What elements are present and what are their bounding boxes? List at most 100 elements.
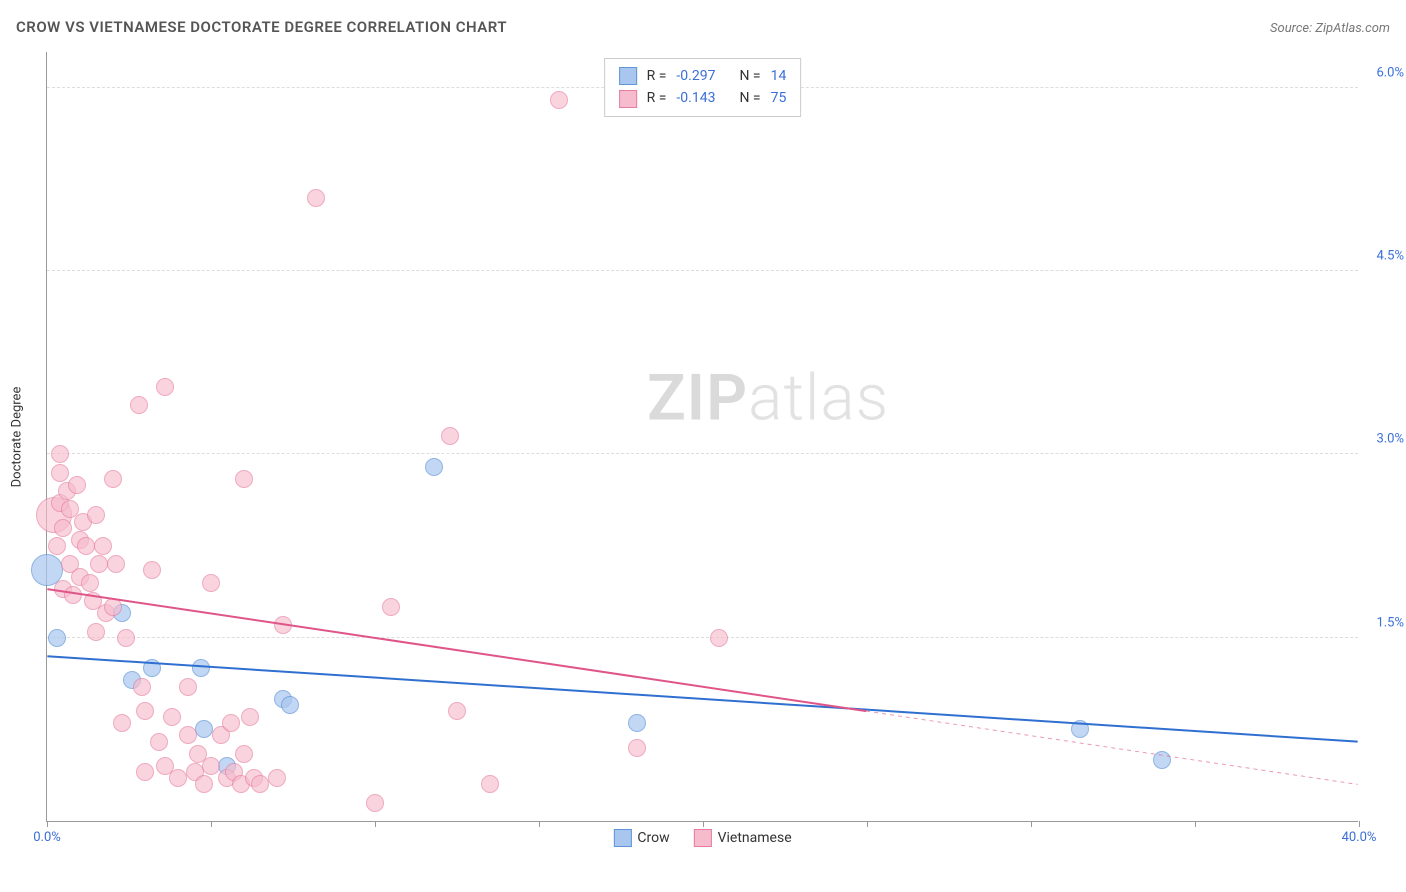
data-point [143, 659, 161, 677]
data-point [143, 561, 161, 579]
legend-item: Vietnamese [694, 829, 792, 847]
data-point [628, 714, 646, 732]
data-point [51, 445, 69, 463]
x-tick [1195, 821, 1196, 827]
data-point [222, 714, 240, 732]
data-point [235, 745, 253, 763]
data-point [710, 629, 728, 647]
data-point [51, 464, 69, 482]
data-point [1071, 720, 1089, 738]
chart-header: CROW VS VIETNAMESE DOCTORATE DEGREE CORR… [16, 18, 1390, 36]
data-point [202, 757, 220, 775]
data-point [1153, 751, 1171, 769]
data-point [268, 769, 286, 787]
data-point [77, 537, 95, 555]
legend-r-label: R = [647, 65, 667, 87]
x-tick [703, 821, 704, 827]
data-point [235, 470, 253, 488]
watermark-light: atlas [748, 361, 889, 436]
legend-row: R = -0.297 N = 14 [619, 65, 787, 87]
x-tick-label: 0.0% [33, 830, 61, 845]
y-tick-label: 3.0% [1360, 432, 1404, 447]
chart-plot-area: Doctorate Degree ZIPatlas 1.5%3.0%4.5%6.… [46, 52, 1358, 822]
x-tick [47, 821, 48, 827]
data-point [87, 623, 105, 641]
correlation-legend: R = -0.297N = 14R = -0.143N = 75 [604, 58, 802, 117]
legend-swatch [619, 90, 637, 108]
data-point [382, 598, 400, 616]
data-point [251, 775, 269, 793]
y-axis-title: Doctorate Degree [10, 386, 25, 487]
legend-r-value: -0.143 [676, 87, 715, 109]
data-point [136, 702, 154, 720]
data-point [441, 427, 459, 445]
data-point [48, 629, 66, 647]
legend-n-value: 14 [771, 65, 787, 87]
x-tick [375, 821, 376, 827]
legend-r-label: R = [647, 87, 667, 109]
gridline [47, 453, 1358, 454]
data-point [179, 726, 197, 744]
data-point [274, 616, 292, 634]
data-point [68, 476, 86, 494]
data-point [104, 598, 122, 616]
chart-title: CROW VS VIETNAMESE DOCTORATE DEGREE CORR… [16, 18, 507, 36]
legend-swatch [619, 67, 637, 85]
legend-item: Crow [613, 829, 669, 847]
data-point [192, 659, 210, 677]
data-point [179, 678, 197, 696]
data-point [481, 775, 499, 793]
gridline [47, 270, 1358, 271]
data-point [117, 629, 135, 647]
data-point [150, 733, 168, 751]
data-point [195, 720, 213, 738]
watermark-bold: ZIP [647, 361, 748, 436]
data-point [107, 555, 125, 573]
data-point [163, 708, 181, 726]
data-point [195, 775, 213, 793]
gridline [47, 637, 1358, 638]
data-point [87, 506, 105, 524]
x-tick-label: 40.0% [1342, 830, 1377, 845]
legend-swatch [694, 829, 712, 847]
data-point [81, 574, 99, 592]
data-point [241, 708, 259, 726]
legend-r-value: -0.297 [676, 65, 715, 87]
y-tick-label: 4.5% [1360, 249, 1404, 264]
y-tick-label: 1.5% [1360, 615, 1404, 630]
data-point [90, 555, 108, 573]
data-point [307, 189, 325, 207]
data-point [104, 470, 122, 488]
data-point [130, 396, 148, 414]
legend-n-label: N = [739, 87, 760, 109]
data-point [281, 696, 299, 714]
legend-swatch [613, 829, 631, 847]
x-tick [539, 821, 540, 827]
data-point [425, 458, 443, 476]
data-point [366, 794, 384, 812]
data-point [94, 537, 112, 555]
regression-lines [47, 52, 1358, 821]
data-point [64, 586, 82, 604]
data-point [448, 702, 466, 720]
watermark: ZIPatlas [647, 361, 889, 436]
data-point [54, 519, 72, 537]
data-point [113, 714, 131, 732]
data-point [169, 769, 187, 787]
series-legend: Crow Vietnamese [613, 829, 791, 847]
data-point [202, 574, 220, 592]
x-tick [867, 821, 868, 827]
legend-row: R = -0.143N = 75 [619, 87, 787, 109]
legend-n-label: N = [739, 65, 760, 87]
data-point [136, 763, 154, 781]
data-point [628, 739, 646, 757]
x-tick [1359, 821, 1360, 827]
x-tick [1031, 821, 1032, 827]
x-tick [211, 821, 212, 827]
y-tick-label: 6.0% [1360, 65, 1404, 80]
data-point [133, 678, 151, 696]
data-point [156, 378, 174, 396]
data-point [550, 91, 568, 109]
chart-source: Source: ZipAtlas.com [1270, 21, 1390, 36]
legend-label: Vietnamese [718, 830, 792, 846]
